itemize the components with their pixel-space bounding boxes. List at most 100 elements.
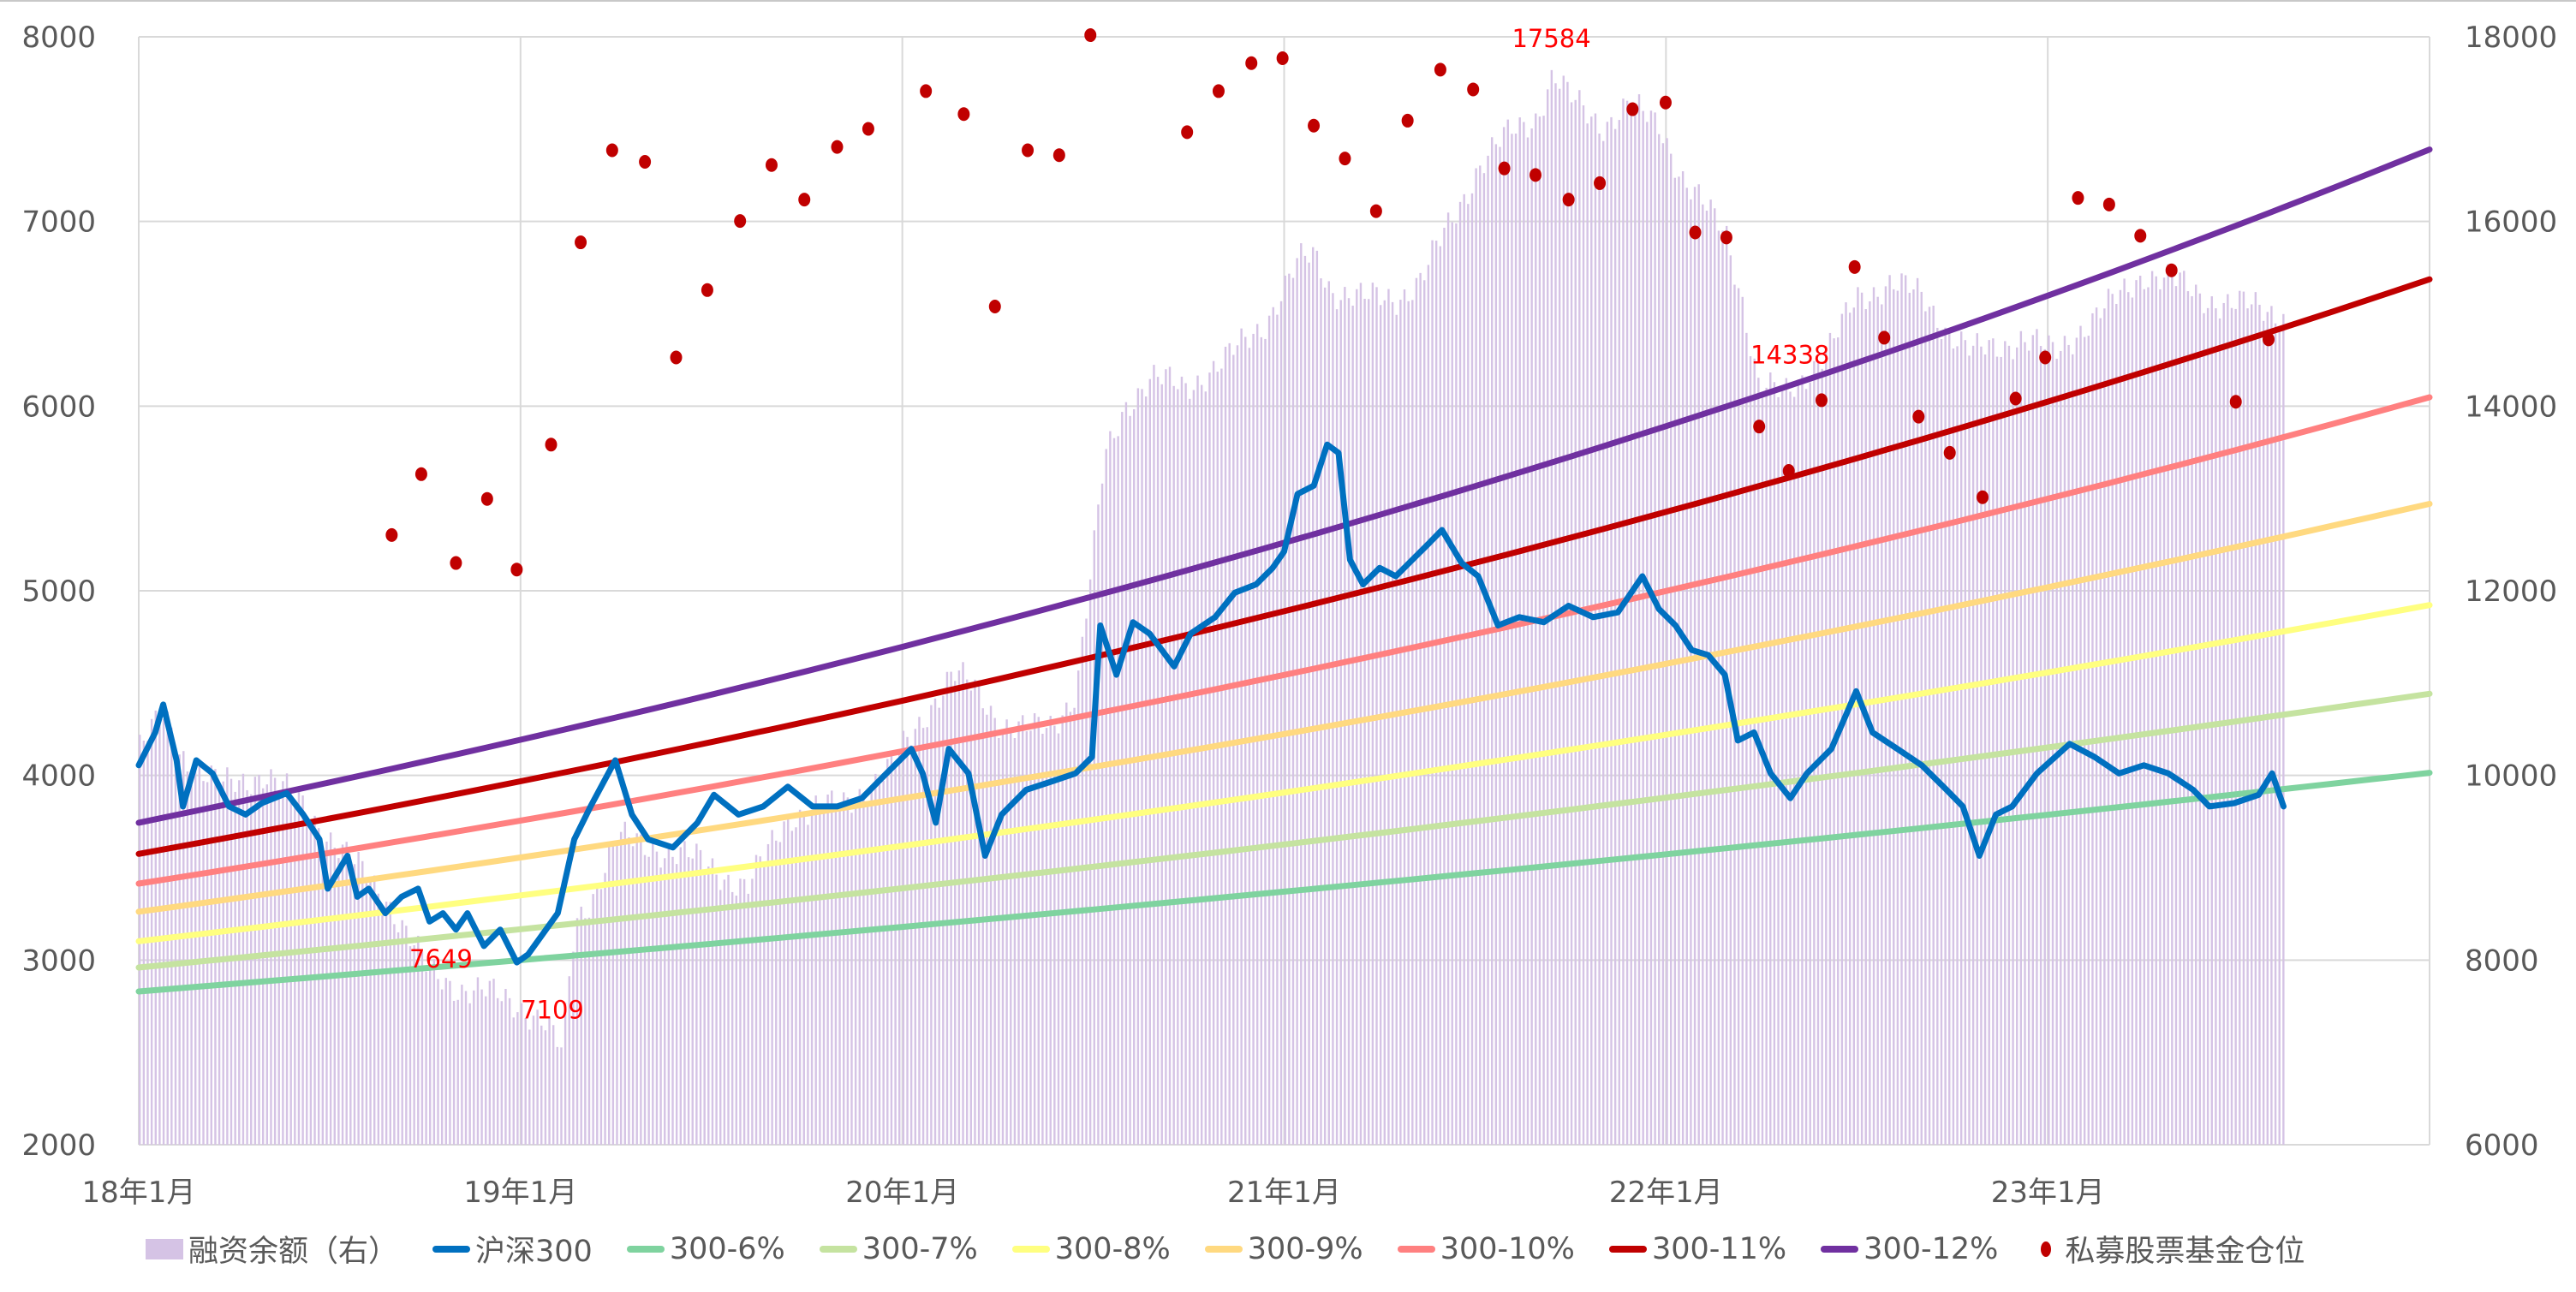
margin-bar	[2174, 286, 2178, 1146]
margin-bar	[1177, 389, 1179, 1145]
margin-bar	[2135, 280, 2138, 1145]
margin-bar	[464, 991, 468, 1145]
legend-line-swatch-icon	[626, 1245, 665, 1253]
y-left-tick-label: 3000	[21, 944, 96, 978]
margin-bar	[1809, 382, 1811, 1146]
fund-position-dot	[545, 438, 558, 452]
margin-bar	[2227, 294, 2229, 1146]
fund-position-dot	[450, 556, 462, 570]
legend-bar-swatch-icon	[146, 1238, 183, 1259]
margin-bar	[1995, 356, 1999, 1145]
margin-bar	[333, 848, 336, 1145]
fund-position-dot	[862, 122, 874, 136]
margin-bar	[2266, 312, 2269, 1145]
margin-bar	[640, 834, 642, 1145]
margin-bar	[766, 843, 770, 1145]
margin-bar	[2179, 272, 2181, 1145]
margin-bar	[1932, 306, 1935, 1146]
fund-position-dot	[1401, 113, 1414, 128]
margin-bar	[1196, 375, 1199, 1145]
margin-bar	[273, 777, 277, 1145]
fund-position-dot	[605, 143, 618, 158]
margin-bar	[1642, 110, 1644, 1145]
margin-bar	[1021, 715, 1024, 1145]
margin-bar	[786, 814, 790, 1145]
margin-bar	[754, 854, 758, 1145]
margin-bar	[1912, 289, 1915, 1145]
margin-bar	[1881, 304, 1883, 1146]
margin-bar	[1458, 201, 1462, 1146]
margin-bar	[2171, 277, 2174, 1145]
margin-bar	[174, 753, 177, 1145]
fund-position-dot	[765, 158, 778, 172]
margin-bar	[1916, 277, 1919, 1145]
margin-bar	[1144, 396, 1148, 1145]
margin-bar	[194, 771, 197, 1145]
margin-bar	[771, 830, 773, 1145]
margin-bar	[1276, 314, 1279, 1146]
margin-bar	[635, 833, 638, 1145]
margin-bar	[1813, 360, 1816, 1145]
margin-bar	[1300, 243, 1303, 1145]
margin-bar	[1124, 402, 1128, 1145]
margin-bar	[1434, 241, 1438, 1146]
margin-bar	[234, 791, 236, 1145]
margin-bar	[1291, 277, 1295, 1146]
margin-bar	[902, 730, 905, 1145]
margin-bar	[2019, 330, 2023, 1145]
margin-bar	[631, 846, 635, 1145]
y-right-tick-label: 14000	[2465, 390, 2557, 424]
margin-bar	[906, 736, 909, 1145]
margin-bar	[1395, 314, 1398, 1145]
margin-bar	[1924, 311, 1927, 1145]
margin-bar	[2039, 346, 2042, 1146]
legend: 融资余额（右） 沪深300 300-6% 300-7% 300-8% 300-9% 300-…	[146, 1227, 2339, 1271]
margin-bar	[1666, 138, 1668, 1146]
margin-bar	[894, 762, 897, 1145]
legend-line-swatch-icon	[432, 1245, 471, 1253]
fund-position-dot	[701, 283, 713, 297]
margin-bar	[2210, 296, 2213, 1145]
margin-bar	[1971, 345, 1975, 1145]
legend-label: 融资余额（右）	[188, 1235, 399, 1269]
margin-bar	[611, 841, 615, 1145]
margin-bar	[1463, 194, 1465, 1146]
margin-bar	[1065, 702, 1068, 1145]
margin-bar	[707, 866, 710, 1145]
y-left-tick-label: 2000	[21, 1128, 96, 1163]
margin-bar	[449, 980, 451, 1145]
margin-bar	[1904, 275, 1907, 1145]
margin-bar	[763, 862, 766, 1145]
margin-bar	[1216, 372, 1219, 1145]
growth-line-300-8%	[135, 602, 2433, 944]
fund-position-dot	[1276, 51, 1289, 66]
margin-bar	[1606, 122, 1609, 1145]
margin-bar	[306, 819, 308, 1145]
margin-bar	[1351, 305, 1354, 1145]
margin-bar	[819, 806, 821, 1145]
margin-bar	[1578, 90, 1581, 1145]
margin-bar	[810, 810, 814, 1145]
margin-bar	[1411, 300, 1414, 1145]
margin-bar	[246, 789, 248, 1145]
margin-bar	[945, 671, 949, 1145]
margin-bar	[1893, 289, 1895, 1146]
margin-bar	[882, 780, 885, 1145]
margin-bar	[1535, 113, 1537, 1146]
margin-bar	[989, 706, 993, 1145]
margin-bar	[1602, 140, 1605, 1145]
margin-bar	[1825, 351, 1828, 1145]
margin-bar	[878, 784, 881, 1145]
margin-bar	[1200, 384, 1203, 1146]
x-tick-label: 18年1月	[82, 1176, 196, 1210]
margin-bar	[1523, 122, 1525, 1146]
margin-bar	[1737, 288, 1740, 1145]
margin-bar	[2103, 308, 2106, 1146]
margin-bar	[1649, 110, 1653, 1146]
margin-bar	[2282, 313, 2285, 1145]
margin-bar	[1514, 134, 1518, 1145]
margin-bar	[1714, 208, 1716, 1145]
margin-bar	[1618, 120, 1621, 1146]
margin-bar	[596, 884, 599, 1145]
margin-bar	[802, 813, 805, 1145]
